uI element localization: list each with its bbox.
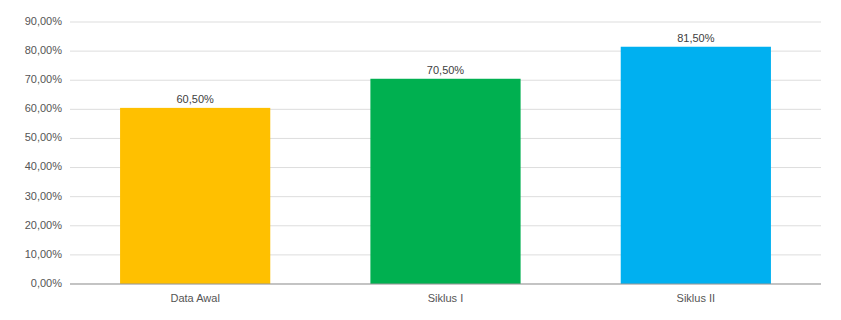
x-axis-line <box>70 284 821 285</box>
y-tick-label: 70,00% <box>25 73 63 85</box>
y-tick-label: 50,00% <box>25 131 63 143</box>
grid-line <box>70 284 821 285</box>
grid-line <box>70 22 821 23</box>
y-tick-label: 90,00% <box>25 15 63 27</box>
x-tick-label: Data Awal <box>171 292 220 304</box>
x-axis: Data Awal Siklus I Siklus II <box>171 292 716 304</box>
data-label: 60,50% <box>177 93 215 105</box>
bar <box>120 108 270 284</box>
bar <box>621 47 771 284</box>
y-tick-label: 60,00% <box>25 102 63 114</box>
chart: 0,00% 10,00% 20,00% 30,00% 40,00% 50,00% 60,00… <box>0 0 841 320</box>
data-label: 70,50% <box>427 64 465 76</box>
y-tick-label: 0,00% <box>31 277 62 289</box>
y-axis: 0,00% 10,00% 20,00% 30,00% 40,00% 50,00% 60,00… <box>25 15 63 289</box>
data-label: 81,50% <box>677 32 715 44</box>
y-tick-label: 10,00% <box>25 248 63 260</box>
bars <box>120 47 771 284</box>
y-tick-label: 40,00% <box>25 160 63 172</box>
x-tick-label: Siklus I <box>428 292 463 304</box>
y-tick-label: 30,00% <box>25 190 63 202</box>
y-tick-label: 80,00% <box>25 44 63 56</box>
x-tick-label: Siklus II <box>677 292 716 304</box>
y-grid <box>70 22 821 284</box>
y-tick-label: 20,00% <box>25 219 63 231</box>
data-labels: 60,50% 70,50% 81,50% <box>177 32 715 105</box>
bar <box>370 79 520 284</box>
